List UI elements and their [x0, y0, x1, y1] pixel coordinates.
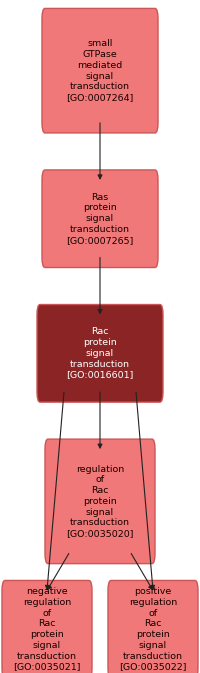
- Text: Ras
protein
signal
transduction
[GO:0007265]: Ras protein signal transduction [GO:0007…: [66, 192, 134, 245]
- Text: Rac
protein
signal
transduction
[GO:0016601]: Rac protein signal transduction [GO:0016…: [66, 327, 134, 380]
- FancyBboxPatch shape: [37, 304, 163, 402]
- FancyBboxPatch shape: [45, 439, 155, 564]
- Text: regulation
of
Rac
protein
signal
transduction
[GO:0035020]: regulation of Rac protein signal transdu…: [66, 464, 134, 538]
- Text: positive
regulation
of
Rac
protein
signal
transduction
[GO:0035022]: positive regulation of Rac protein signa…: [119, 587, 187, 672]
- FancyBboxPatch shape: [42, 170, 158, 267]
- Text: negative
regulation
of
Rac
protein
signal
transduction
[GO:0035021]: negative regulation of Rac protein signa…: [13, 587, 81, 672]
- FancyBboxPatch shape: [2, 580, 92, 673]
- FancyBboxPatch shape: [108, 580, 198, 673]
- FancyBboxPatch shape: [42, 9, 158, 133]
- Text: small
GTPase
mediated
signal
transduction
[GO:0007264]: small GTPase mediated signal transductio…: [66, 39, 134, 102]
